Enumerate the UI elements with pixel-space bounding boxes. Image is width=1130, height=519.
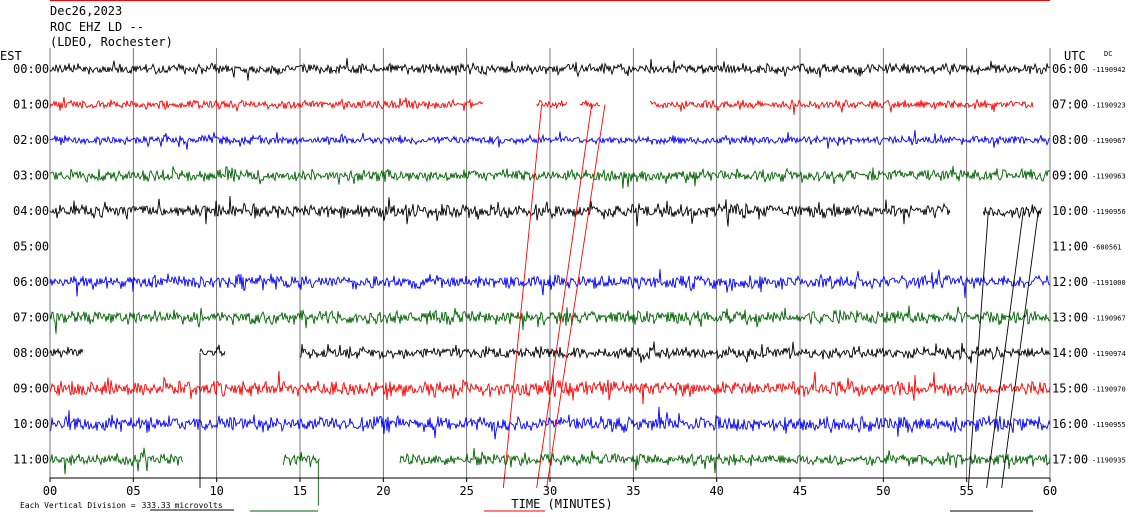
est-hour-label: 00:00 [13, 62, 49, 76]
est-hour-label: 02:00 [13, 133, 49, 147]
vertical-division-unit: microvolts [175, 501, 223, 510]
x-tick-label: 25 [459, 484, 473, 498]
utc-axis-label: UTC [1064, 49, 1086, 63]
x-tick-label: 20 [376, 484, 390, 498]
dc-offset-label: -1190963 [1092, 173, 1126, 181]
est-hour-label: 05:00 [13, 240, 49, 254]
dc-offset-label: -1190923 [1092, 102, 1126, 110]
event-slant-lines [199, 104, 1039, 506]
trace-segment [49, 370, 1051, 405]
est-hour-label: 10:00 [13, 417, 49, 431]
x-tick-label: 45 [793, 484, 807, 498]
est-hour-label: 04:00 [13, 204, 49, 218]
utc-hour-label: 15:00 [1052, 382, 1088, 396]
est-hour-label: 07:00 [13, 311, 49, 325]
est-hour-label: 06:00 [13, 275, 49, 289]
utc-hour-label: 07:00 [1052, 98, 1088, 112]
x-axis-title: TIME (MINUTES) [511, 497, 612, 511]
x-tick-label: 15 [293, 484, 307, 498]
x-tick-label: 30 [543, 484, 557, 498]
utc-hour-label: 14:00 [1052, 346, 1088, 360]
x-tick-label: 00 [43, 484, 57, 498]
dc-offset-label: -1190970 [1092, 386, 1126, 394]
slant-line [546, 104, 606, 488]
x-tick-label: 50 [876, 484, 890, 498]
utc-hour-label: 11:00 [1052, 240, 1088, 254]
slant-line [502, 104, 543, 488]
dc-offset-label: -1190967 [1092, 315, 1126, 323]
utc-hour-label: 06:00 [1052, 62, 1088, 76]
utc-hour-label: 09:00 [1052, 169, 1088, 183]
dc-offset-label: -1191000 [1092, 279, 1126, 287]
dc-label: DC [1104, 50, 1112, 58]
slant-line [986, 210, 1024, 488]
utc-hour-label: 12:00 [1052, 275, 1088, 289]
dc-offset-label: -680561 [1092, 244, 1122, 252]
date-label: Dec26,2023 [50, 4, 123, 18]
x-tick-label: 55 [959, 484, 973, 498]
trace-segment [49, 406, 1051, 440]
utc-hour-label: 13:00 [1052, 311, 1088, 325]
est-hour-label: 08:00 [13, 346, 49, 360]
dc-offset-label: -1190974 [1092, 350, 1126, 358]
vertical-division-value: 333.33 [142, 501, 171, 510]
dc-offset-label: -1190935 [1092, 457, 1126, 465]
dc-offset-label: -1190955 [1092, 421, 1126, 429]
utc-hour-label: 08:00 [1052, 133, 1088, 147]
trace-segment [49, 96, 484, 112]
est-hour-label: 01:00 [13, 98, 49, 112]
est-hour-label: 11:00 [13, 453, 49, 467]
station-label: ROC EHZ LD -- [50, 20, 144, 34]
utc-hour-label: 16:00 [1052, 417, 1088, 431]
x-tick-label: 60 [1043, 484, 1057, 498]
trace-segment [49, 447, 184, 475]
x-tick-label: 40 [709, 484, 723, 498]
trace-segment [49, 195, 951, 227]
slant-line [536, 104, 593, 488]
slant-line [967, 210, 989, 488]
dc-offset-label: -1190942 [1092, 66, 1126, 74]
trace-segment [649, 98, 1034, 115]
dc-offset-label: -1190967 [1092, 137, 1126, 145]
row-labels: 00:00 06:00 -1190942 01:00 07:00 -1190923 02:0… [13, 62, 1126, 467]
slant-line [1001, 210, 1039, 488]
trace-segment [299, 341, 1051, 364]
x-tick-labels: 00 05 10 15 20 25 30 35 40 45 50 55 60 [43, 478, 1057, 498]
utc-hour-label: 17:00 [1052, 453, 1088, 467]
est-axis-label: EST [0, 49, 22, 63]
trace-segment [199, 344, 226, 358]
utc-hour-label: 10:00 [1052, 204, 1088, 218]
vertical-division-note: Each Vertical Division = 333.33 microvolts [20, 501, 223, 510]
trace-segment [579, 100, 601, 110]
trace-segment [49, 268, 1051, 299]
trace-segment [49, 305, 1051, 334]
trace-segment [536, 99, 568, 110]
est-hour-label: 09:00 [13, 382, 49, 396]
est-hour-label: 03:00 [13, 169, 49, 183]
traces [49, 58, 1051, 475]
dc-offset-label: -1190956 [1092, 208, 1126, 216]
network-label: (LDEO, Rochester) [50, 35, 173, 49]
trace-segment [282, 452, 320, 468]
trace-segment [50, 166, 1051, 189]
trace-segment [982, 204, 1042, 220]
trace-segment [49, 58, 1051, 81]
x-tick-label: 35 [626, 484, 640, 498]
x-tick-label: 10 [209, 484, 223, 498]
trace-segment [399, 447, 1051, 474]
vertical-division-prefix: Each Vertical Division = [20, 501, 136, 510]
trace-segment [49, 346, 84, 358]
trace-segment [49, 129, 1051, 150]
x-tick-label: 05 [126, 484, 140, 498]
grid-lines [49, 48, 1051, 478]
